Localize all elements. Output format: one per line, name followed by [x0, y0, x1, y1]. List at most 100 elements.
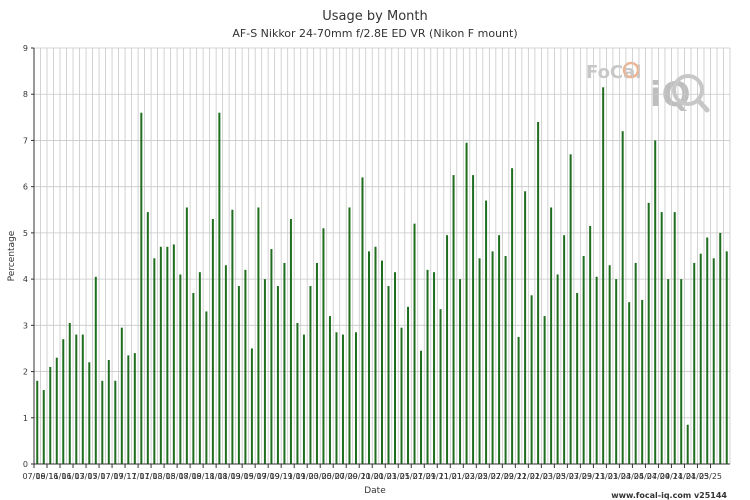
- bar: [485, 200, 488, 465]
- x-tick-label: 03/17: [75, 472, 98, 481]
- x-tick-label: 03/24: [621, 472, 644, 481]
- x-tick-label: 05/22: [478, 472, 501, 481]
- bar: [315, 262, 318, 464]
- x-tick-label: 05/21: [400, 472, 423, 481]
- y-tick-label: 7: [23, 136, 28, 145]
- x-tick-label: 01/21: [374, 472, 397, 481]
- bar: [446, 235, 449, 464]
- bar: [140, 112, 143, 464]
- bar: [595, 276, 598, 464]
- bar: [185, 207, 188, 464]
- x-tick-label: 09/23: [582, 472, 605, 481]
- bar: [628, 302, 631, 464]
- bar: [322, 228, 325, 464]
- x-tick-label: 03/18: [153, 472, 176, 481]
- bar: [673, 212, 676, 464]
- x-tick-label: 05/24: [634, 472, 657, 481]
- bar: [394, 272, 397, 464]
- bar: [361, 177, 364, 464]
- bar: [413, 223, 416, 464]
- bar: [198, 272, 201, 464]
- bar: [433, 272, 436, 464]
- bar: [660, 212, 663, 464]
- bar: [706, 237, 709, 464]
- bar: [62, 339, 65, 464]
- bar: [621, 131, 624, 464]
- bar: [426, 269, 429, 464]
- bar: [75, 334, 78, 464]
- y-tick-label: 0: [23, 460, 28, 469]
- bar: [719, 232, 722, 464]
- magnifier-icon: [672, 74, 704, 106]
- bar: [107, 360, 110, 464]
- y-tick-label: 1: [23, 414, 28, 423]
- bar: [517, 336, 520, 464]
- x-tick-label: 11/18: [205, 472, 228, 481]
- bar: [452, 175, 455, 464]
- bar: [407, 306, 410, 464]
- bar: [120, 327, 123, 464]
- bar: [68, 323, 71, 464]
- bar: [439, 309, 442, 464]
- x-tick-label: 11/21: [439, 472, 462, 481]
- x-tick-label: 09/21: [426, 472, 449, 481]
- x-tick-label: 03/25: [699, 472, 722, 481]
- bar: [680, 279, 683, 464]
- bar: [569, 154, 572, 465]
- bar: [504, 256, 507, 464]
- x-tick-label: 07/20: [335, 472, 358, 481]
- x-tick-label: 11/20: [361, 472, 384, 481]
- bar: [231, 209, 234, 464]
- bar: [367, 251, 370, 464]
- x-tick-label: 05/18: [166, 472, 189, 481]
- x-tick-label: 09/24: [660, 472, 683, 481]
- bar: [237, 286, 240, 464]
- x-tick-label: 09/17: [114, 472, 137, 481]
- bar: [153, 258, 156, 464]
- bar: [576, 292, 579, 464]
- bar: [478, 258, 481, 464]
- x-tick-label: 09/22: [504, 472, 527, 481]
- chart-subtitle: AF-S Nikkor 24-70mm f/2.8E ED VR (Nikon …: [232, 27, 517, 40]
- bar: [218, 112, 221, 464]
- x-tick-label: 01/20: [296, 472, 319, 481]
- bar: [283, 262, 286, 464]
- bar: [634, 262, 637, 464]
- bar: [615, 279, 618, 464]
- bar: [725, 251, 728, 464]
- x-tick-label: 09/20: [348, 472, 371, 481]
- x-tick-label: 05/17: [88, 472, 111, 481]
- y-tick-label: 6: [23, 183, 28, 192]
- x-tick-label: 01/24: [608, 472, 631, 481]
- y-tick-label: 9: [23, 44, 28, 53]
- bar: [49, 366, 52, 464]
- bar: [608, 265, 611, 464]
- bar: [88, 362, 91, 464]
- chart-title: Usage by Month: [322, 9, 427, 24]
- bar: [686, 424, 689, 464]
- bar: [101, 380, 104, 464]
- bar: [224, 265, 227, 464]
- x-tick-label: 01/19: [218, 472, 241, 481]
- x-tick-label: 11/19: [283, 472, 306, 481]
- bar: [400, 327, 403, 464]
- bar: [654, 140, 657, 464]
- bar: [133, 353, 136, 464]
- bar: [289, 219, 292, 464]
- bar: [159, 246, 162, 464]
- bar: [693, 262, 696, 464]
- bar: [647, 202, 650, 464]
- bar: [94, 276, 97, 464]
- bar: [550, 207, 553, 464]
- y-axis-label: Percentage: [7, 230, 17, 281]
- bar: [114, 380, 117, 464]
- logo-wordmark: FoCal: [586, 62, 641, 83]
- x-tick-label: 11/16: [48, 472, 71, 481]
- bar: [524, 191, 527, 465]
- bar: [179, 274, 182, 464]
- bar: [491, 251, 494, 464]
- x-tick-labels: 07/1609/1611/1601/1703/1705/1707/1709/17…: [22, 472, 722, 481]
- bar: [387, 286, 390, 464]
- x-tick-label: 07/21: [413, 472, 436, 481]
